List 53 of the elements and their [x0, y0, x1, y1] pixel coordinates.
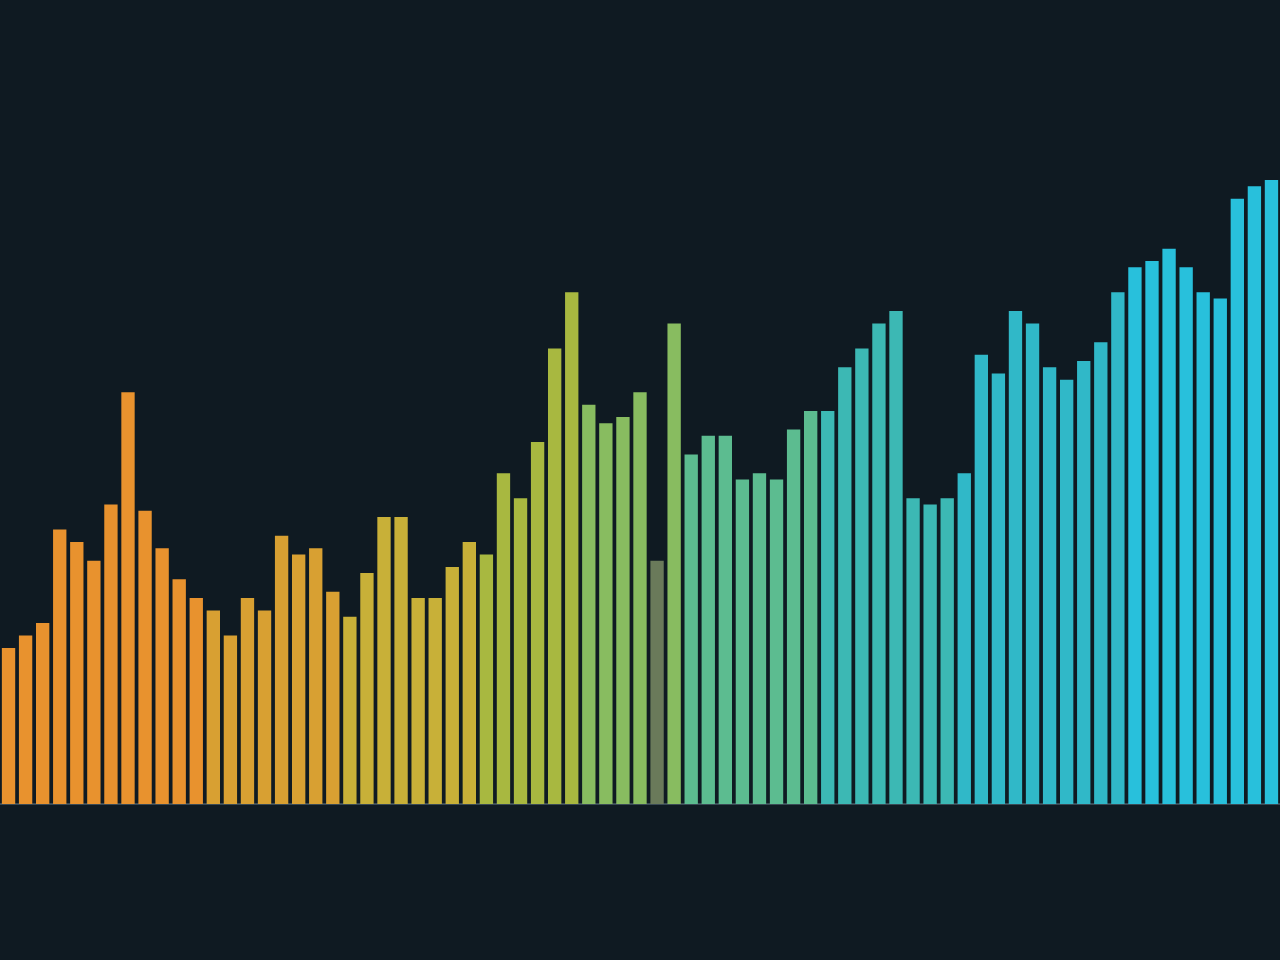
- bar: [786, 429, 801, 804]
- bar: [667, 323, 681, 804]
- bar: [479, 554, 494, 804]
- bar: [1111, 292, 1125, 804]
- bar: [650, 560, 664, 804]
- bar: [565, 292, 579, 804]
- bar: [582, 404, 596, 804]
- bar: [53, 529, 67, 804]
- bar: [428, 598, 442, 804]
- bar: [530, 442, 545, 804]
- bar: [172, 579, 186, 804]
- bar: [838, 367, 852, 804]
- bar: [684, 454, 698, 804]
- bar: [445, 566, 459, 804]
- bar: [1008, 311, 1023, 804]
- bar: [291, 554, 306, 804]
- bar: [1094, 342, 1108, 804]
- bar: [223, 635, 238, 804]
- bar: [718, 435, 733, 804]
- bar: [35, 623, 50, 804]
- bar: [974, 354, 989, 804]
- bar: [957, 473, 971, 804]
- bar: [1230, 198, 1245, 804]
- bar: [991, 373, 1006, 804]
- bar: [752, 473, 767, 804]
- bar: [940, 498, 954, 804]
- bar: [257, 610, 272, 804]
- bar: [735, 479, 750, 804]
- bar: [701, 435, 715, 804]
- bar: [189, 598, 203, 804]
- bar: [206, 610, 221, 804]
- bar: [70, 541, 84, 804]
- bar: [1025, 323, 1040, 804]
- bar: [326, 591, 340, 804]
- bar: [821, 410, 835, 804]
- bar: [1264, 180, 1279, 804]
- bar: [547, 348, 562, 804]
- bar: [803, 410, 818, 804]
- bar: [1, 648, 16, 804]
- bar: [1196, 292, 1210, 804]
- bar: [496, 473, 511, 804]
- bar: [274, 535, 289, 804]
- bar: [1247, 186, 1262, 804]
- bar: [1213, 298, 1227, 804]
- bar: [462, 541, 477, 804]
- bar: [1042, 367, 1057, 804]
- bar: [18, 635, 33, 804]
- bar: [1059, 379, 1074, 804]
- bar: [1077, 360, 1091, 804]
- bar: [309, 548, 323, 804]
- bar: [769, 479, 784, 804]
- bar: [240, 598, 255, 804]
- bar: [513, 498, 528, 804]
